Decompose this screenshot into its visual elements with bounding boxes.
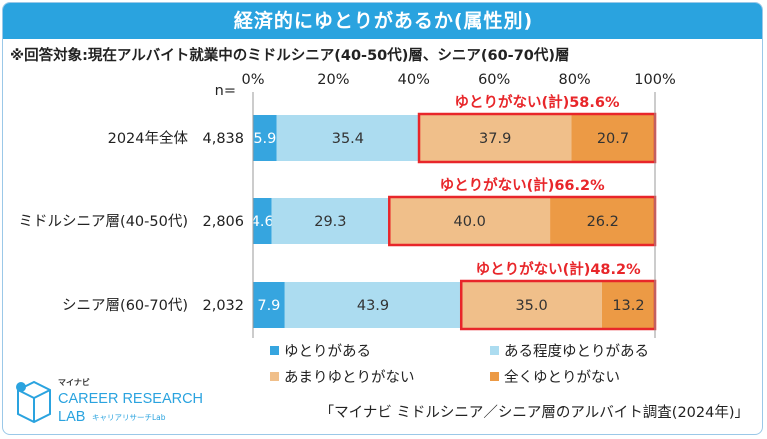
- legend-label: あまりゆとりがない: [284, 369, 415, 386]
- legend-swatch: [490, 372, 499, 381]
- bar-segment: [284, 282, 462, 328]
- logo-sub: キャリアリサーチLab: [92, 413, 166, 422]
- legend-swatch: [270, 346, 279, 355]
- category-label: ミドルシニア層(40-50代): [19, 213, 188, 230]
- n-value: 4,838: [202, 131, 244, 147]
- data-label: 35.0: [515, 298, 547, 314]
- bar-segment: [419, 115, 572, 161]
- logo-mark-icon: [16, 380, 51, 424]
- logo-line2: LAB: [58, 409, 85, 425]
- n-value: 2,806: [202, 214, 244, 230]
- data-label: 13.2: [612, 298, 644, 314]
- source-citation: 「マイナビ ミドルシニア／シニア層のアルバイト調査(2024年)」: [319, 405, 749, 421]
- bar-segment: [253, 198, 272, 244]
- logo-brand-small: マイナビ: [58, 377, 90, 387]
- x-tick-label: 60%: [478, 72, 510, 88]
- x-tick-label: 100%: [634, 72, 675, 88]
- x-tick-label: 0%: [241, 72, 264, 88]
- bar-segment: [571, 115, 655, 161]
- bar-segment: [601, 282, 655, 328]
- data-label: 5.9: [253, 131, 276, 147]
- bar-segment: [550, 198, 656, 244]
- bar-segment: [389, 198, 551, 244]
- category-label: シニア層(60-70代): [62, 297, 188, 314]
- bar-segment: [271, 198, 390, 244]
- legend-label: 全くゆとりがない: [504, 368, 620, 386]
- respondent-note: ※回答対象:現在アルバイト就業中のミドルシニア(40-50代)層、シニア(60-…: [10, 48, 570, 64]
- bar-segment: [253, 282, 285, 328]
- bar-segment: [276, 115, 420, 161]
- logo-line1: CAREER RESEARCH: [58, 391, 203, 407]
- career-research-lab-logo: マイナビ CAREER RESEARCH LAB キャリアリサーチLab: [16, 377, 203, 425]
- n-value: 2,032: [202, 298, 244, 314]
- data-label: 29.3: [314, 214, 346, 230]
- legend-label: ある程度ゆとりがある: [504, 343, 649, 360]
- legend-label: ゆとりがある: [284, 343, 371, 360]
- category-label: 2024年全体: [108, 129, 189, 147]
- data-label: 20.7: [597, 131, 629, 147]
- data-label: 35.4: [332, 131, 364, 147]
- data-label: 7.9: [257, 298, 280, 314]
- x-tick-label: 40%: [398, 72, 430, 88]
- x-tick-label: 20%: [317, 72, 349, 88]
- data-label: 40.0: [454, 214, 486, 230]
- x-tick-label: 80%: [558, 72, 590, 88]
- annotation-label: ゆとりがない(計)58.6%: [454, 93, 620, 111]
- data-label: 26.2: [587, 214, 619, 230]
- n-label: n=: [215, 83, 236, 99]
- annotation-label: ゆとりがない(計)48.2%: [476, 260, 642, 278]
- bar-segment: [253, 115, 277, 161]
- data-label: 4.6: [251, 214, 274, 230]
- data-label: 43.9: [357, 298, 389, 314]
- annotation-label: ゆとりがない(計)66.2%: [440, 176, 606, 194]
- data-label: 37.9: [479, 131, 511, 147]
- card-frame: 経済的にゆとりがあるか(属性別): [2, 2, 763, 435]
- bar-segment: [461, 282, 602, 328]
- chart-title: 経済的にゆとりがあるか(属性別): [3, 3, 762, 39]
- legend-swatch: [270, 372, 279, 381]
- legend-swatch: [490, 346, 499, 355]
